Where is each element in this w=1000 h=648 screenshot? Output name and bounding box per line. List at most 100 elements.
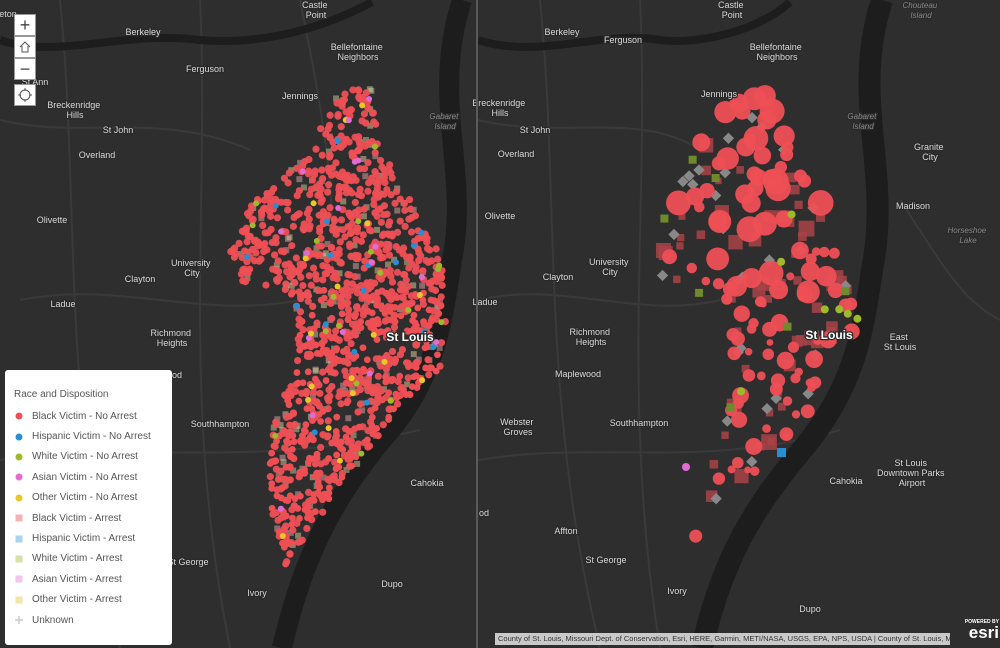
incident-marker — [282, 560, 290, 568]
incident-marker — [324, 405, 332, 413]
incident-marker — [413, 339, 421, 347]
incident-marker — [800, 404, 815, 419]
incident-marker — [427, 279, 435, 287]
incident-marker — [757, 110, 777, 130]
place-label: Ladue — [472, 297, 497, 307]
incident-marker — [428, 285, 436, 293]
incident-marker — [268, 504, 276, 512]
incident-marker — [734, 469, 749, 484]
incident-marker — [293, 211, 301, 219]
incident-marker — [813, 336, 822, 346]
incident-marker — [272, 418, 279, 426]
incident-marker — [345, 117, 352, 124]
incident-marker — [756, 371, 766, 381]
incident-marker — [352, 236, 360, 244]
incident-marker — [268, 458, 275, 466]
place-label: Bellefontaine Neighbors — [750, 42, 805, 62]
incident-marker — [319, 407, 327, 415]
incident-marker — [282, 198, 290, 206]
incident-marker — [327, 252, 334, 259]
incident-marker — [304, 350, 311, 358]
incident-marker — [249, 222, 256, 229]
incident-marker — [432, 245, 440, 253]
incident-marker — [382, 333, 391, 341]
incident-marker — [362, 119, 370, 127]
incident-marker — [798, 293, 807, 302]
incident-marker — [425, 246, 434, 254]
incident-marker — [382, 246, 390, 254]
place-label: od — [479, 508, 489, 518]
incident-marker — [396, 351, 405, 359]
incident-marker — [343, 279, 351, 287]
incident-marker — [689, 529, 703, 543]
incident-marker — [324, 188, 332, 196]
incident-marker — [427, 296, 435, 304]
incident-marker — [312, 145, 320, 153]
incident-marker — [326, 151, 334, 159]
incident-marker — [754, 296, 766, 307]
incident-marker — [322, 321, 329, 328]
incident-marker — [352, 331, 360, 339]
incident-marker — [294, 538, 302, 546]
incident-marker — [819, 331, 837, 349]
incident-marker — [293, 303, 300, 310]
road — [478, 0, 1000, 648]
incident-marker — [294, 268, 303, 276]
incident-marker — [711, 174, 720, 183]
incident-marker — [288, 265, 297, 273]
incident-marker — [411, 319, 419, 327]
incident-marker — [355, 218, 362, 225]
incident-marker — [377, 328, 385, 336]
incident-marker — [387, 376, 395, 383]
incident-marker — [343, 466, 350, 473]
incident-marker — [762, 348, 775, 361]
incident-marker — [412, 363, 420, 371]
incident-marker — [384, 327, 392, 335]
incident-marker — [270, 424, 277, 431]
incident-marker — [296, 331, 304, 339]
incident-marker — [354, 147, 362, 155]
incident-marker — [385, 389, 393, 397]
incident-marker — [368, 309, 376, 317]
legend-label: White Victim - Arrest — [32, 553, 123, 565]
place-label: Breckenridge Hills — [47, 100, 103, 120]
incident-marker — [346, 106, 354, 114]
incident-marker — [318, 151, 326, 159]
incident-marker — [272, 234, 280, 242]
incident-marker — [342, 433, 350, 441]
swipe-divider[interactable] — [476, 0, 478, 648]
incident-marker — [313, 237, 320, 244]
legend-label: Hispanic Victim - No Arrest — [32, 431, 151, 443]
incident-marker — [390, 323, 399, 331]
incident-marker — [303, 390, 310, 398]
incident-marker — [333, 451, 341, 459]
zoom-in-button[interactable]: + — [14, 14, 36, 36]
incident-marker — [381, 178, 389, 187]
zoom-out-button[interactable]: − — [14, 58, 36, 80]
incident-marker — [326, 204, 334, 212]
incident-marker — [378, 163, 386, 171]
incident-marker — [303, 524, 311, 533]
incident-marker — [324, 417, 332, 425]
incident-marker — [379, 421, 387, 429]
incident-marker — [305, 155, 313, 164]
incident-marker — [364, 427, 372, 435]
incident-marker — [313, 349, 321, 357]
incident-marker — [807, 190, 834, 216]
locate-button[interactable] — [14, 84, 36, 106]
incident-marker — [290, 438, 298, 446]
home-button[interactable] — [14, 36, 36, 58]
incident-marker — [320, 253, 327, 260]
incident-marker — [351, 242, 358, 249]
incident-marker — [332, 159, 340, 167]
incident-marker — [295, 532, 302, 539]
incident-marker — [336, 270, 343, 277]
place-label: Castle Point — [302, 0, 330, 20]
incident-marker — [377, 240, 385, 248]
incident-marker — [309, 302, 317, 310]
incident-marker — [692, 133, 711, 152]
incident-marker — [332, 465, 340, 473]
incident-marker — [275, 528, 283, 536]
incident-marker — [317, 443, 325, 452]
